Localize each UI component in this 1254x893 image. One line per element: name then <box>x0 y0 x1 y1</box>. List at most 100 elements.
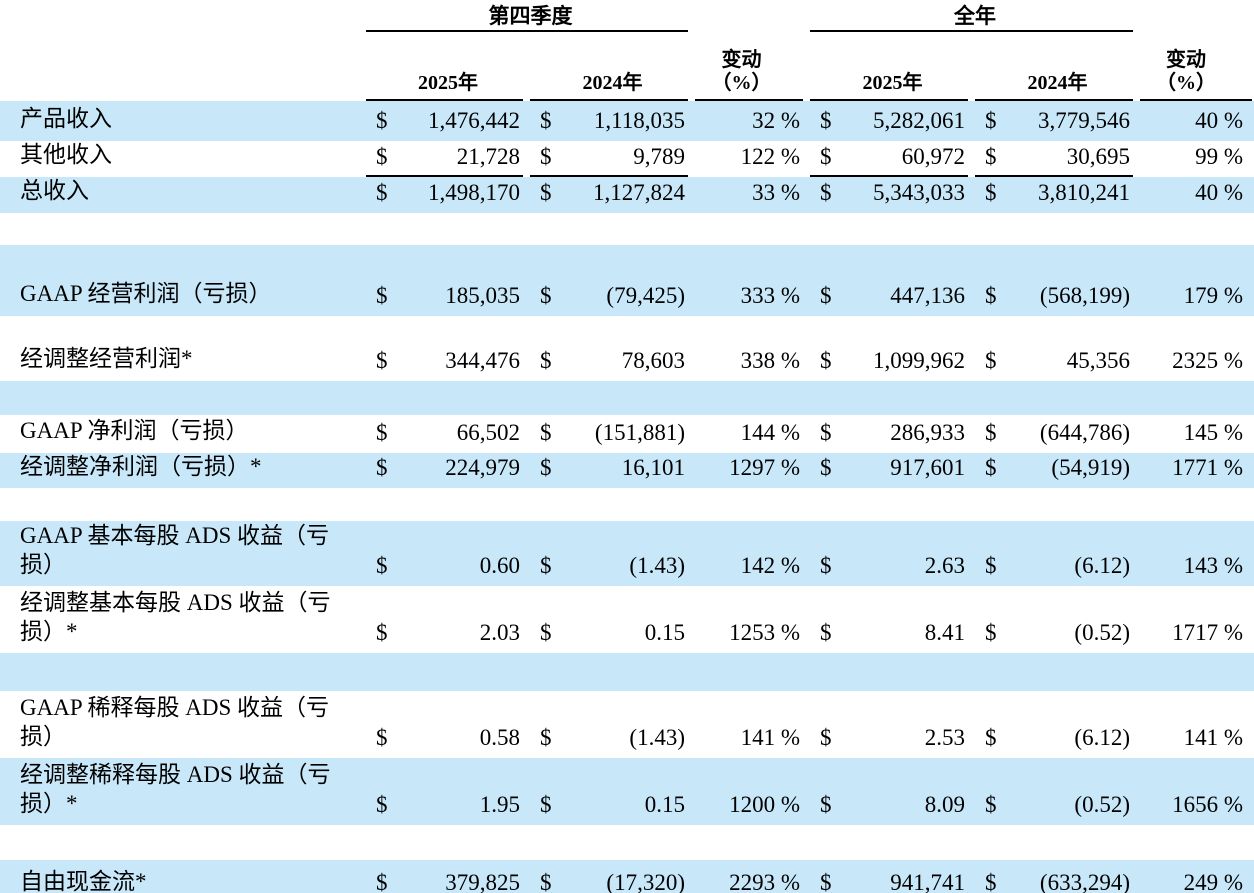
amount-cell: $66,502 <box>366 415 530 453</box>
spacer-cell <box>0 380 1254 415</box>
amount-value: (79,425) <box>606 282 685 308</box>
amount-cell: $0.15 <box>530 586 695 653</box>
change-value: 179 % <box>1140 244 1254 316</box>
amount-cell: $0.58 <box>366 691 530 758</box>
amount-cell: $2.63 <box>810 521 975 587</box>
row-label: 总收入 <box>0 176 366 213</box>
currency-symbol: $ <box>540 870 552 893</box>
full-year-group-header: 全年 <box>810 0 1140 32</box>
currency-symbol: $ <box>376 179 388 205</box>
row-label: 经调整基本每股 ADS 收益（亏 损）* <box>20 589 331 644</box>
change-value: 143 % <box>1140 521 1254 587</box>
amount-cell: $ (17,320) <box>530 860 695 893</box>
currency-symbol: $ <box>985 870 997 893</box>
amount-cell: $0.15 <box>530 758 695 826</box>
amount-value: 286,933 <box>890 419 965 445</box>
change-value: 141 % <box>1183 725 1243 751</box>
row-label: 经调整经营利润* <box>20 345 193 371</box>
change-value: 1717 % <box>1172 620 1243 646</box>
currency-symbol: $ <box>820 870 832 893</box>
change-value: 333 % <box>695 244 810 316</box>
amount-value: (0.52) <box>1074 620 1130 646</box>
amount-cell: $917,601 <box>810 452 975 489</box>
table-row: GAAP 稀释每股 ADS 收益（亏 损） $0.58 $ (1.43) 141 % $2… <box>0 691 1254 758</box>
amount-value: 0.15 <box>644 792 685 818</box>
q4-2024-header: 2024年 <box>530 32 695 101</box>
amount-value: 0.60 <box>479 553 520 579</box>
table-row: 经调整经营利润* $344,476 $78,603 338 % $1,099,962 $4… <box>0 316 1254 381</box>
change-value: 1656 % <box>1140 758 1254 826</box>
currency-symbol: $ <box>985 347 997 373</box>
amount-value: 2.63 <box>924 553 965 579</box>
amount-cell: $447,136 <box>810 244 975 316</box>
currency-symbol: $ <box>820 792 832 818</box>
amount-value: 8.41 <box>924 620 965 646</box>
amount-value: (151,881) <box>594 419 685 445</box>
amount-cell: $1,127,824 <box>530 176 695 213</box>
currency-symbol: $ <box>540 108 552 133</box>
amount-cell: $ (6.12) <box>975 521 1140 587</box>
spacer-cell <box>0 825 1254 860</box>
currency-symbol: $ <box>985 455 997 481</box>
currency-symbol: $ <box>820 455 832 481</box>
table-row: GAAP 经营利润（亏损） $185,035 $ (79,425) 333 % $447,… <box>0 244 1254 316</box>
amount-value: (1.43) <box>629 725 685 751</box>
amount-value: 16,101 <box>621 455 685 481</box>
amount-value: (54,919) <box>1051 455 1130 481</box>
row-label: 自由现金流* <box>0 860 366 893</box>
amount-value: 9,789 <box>633 143 685 169</box>
table-row: 经调整基本每股 ADS 收益（亏 损）* $2.03 $0.15 1253 % $8.4… <box>0 586 1254 653</box>
amount-value: (568,199) <box>1039 282 1130 308</box>
fy-2024-header: 2024年 <box>975 32 1140 101</box>
table-row: GAAP 基本每股 ADS 收益（亏 损） $0.60 $ (1.43) 142 % $2… <box>0 521 1254 587</box>
spacer-cell <box>0 488 1254 521</box>
amount-cell: $ (568,199) <box>975 244 1140 316</box>
q4-2025-header: 2025年 <box>366 32 530 101</box>
amount-cell: $60,972 <box>810 141 975 177</box>
amount-cell: $1,099,962 <box>810 316 975 381</box>
amount-value: 941,741 <box>890 870 965 893</box>
amount-value: 1,099,962 <box>873 347 965 373</box>
currency-symbol: $ <box>376 870 388 893</box>
amount-value: 1.95 <box>479 792 520 818</box>
amount-value: 0.15 <box>644 620 685 646</box>
currency-symbol: $ <box>376 725 388 751</box>
change-label-line1: 变动 <box>721 49 762 71</box>
amount-value: 2.53 <box>924 725 965 751</box>
change-value: 145 % <box>1183 419 1243 445</box>
spacer-cell <box>0 653 1254 692</box>
amount-cell: $ (0.52) <box>975 758 1140 826</box>
amount-cell: $286,933 <box>810 415 975 453</box>
currency-symbol: $ <box>985 725 997 751</box>
amount-value: (1.43) <box>629 553 685 579</box>
amount-value: (6.12) <box>1074 725 1130 751</box>
currency-symbol: $ <box>985 179 997 205</box>
table-row: 其他收入 $21,728 $9,789 122 % $60,972 $30,695 99 % <box>0 141 1254 177</box>
amount-value: 1,118,035 <box>593 108 685 133</box>
currency-symbol: $ <box>985 553 997 579</box>
amount-value: 2.03 <box>479 620 520 646</box>
row-label: GAAP 经营利润（亏损） <box>0 244 366 316</box>
row-label: GAAP 净利润（亏损） <box>20 417 249 443</box>
amount-value: 1,127,824 <box>593 179 685 205</box>
amount-cell: $30,695 <box>975 141 1140 177</box>
amount-cell: $3,810,241 <box>975 176 1140 213</box>
amount-cell: $ (6.12) <box>975 691 1140 758</box>
amount-cell: $ (1.43) <box>530 521 695 587</box>
currency-symbol: $ <box>985 419 997 445</box>
currency-symbol: $ <box>540 792 552 818</box>
amount-cell: $ (151,881) <box>530 415 695 453</box>
change-value: 249 % <box>1140 860 1254 893</box>
amount-value: 224,979 <box>445 455 520 481</box>
change-label-line1: 变动 <box>1166 49 1206 71</box>
change-value: 2293 % <box>695 860 810 893</box>
currency-symbol: $ <box>820 179 832 205</box>
change-value: 40 % <box>1140 176 1254 213</box>
amount-cell: $0.60 <box>366 521 530 587</box>
blank-cell <box>1140 0 1254 32</box>
amount-cell: $344,476 <box>366 316 530 381</box>
amount-cell: $ (79,425) <box>530 244 695 316</box>
currency-symbol: $ <box>820 143 832 169</box>
table-row: 产品收入 $1,476,442 $1,118,035 32 % $5,282,061 $3… <box>0 101 1254 141</box>
